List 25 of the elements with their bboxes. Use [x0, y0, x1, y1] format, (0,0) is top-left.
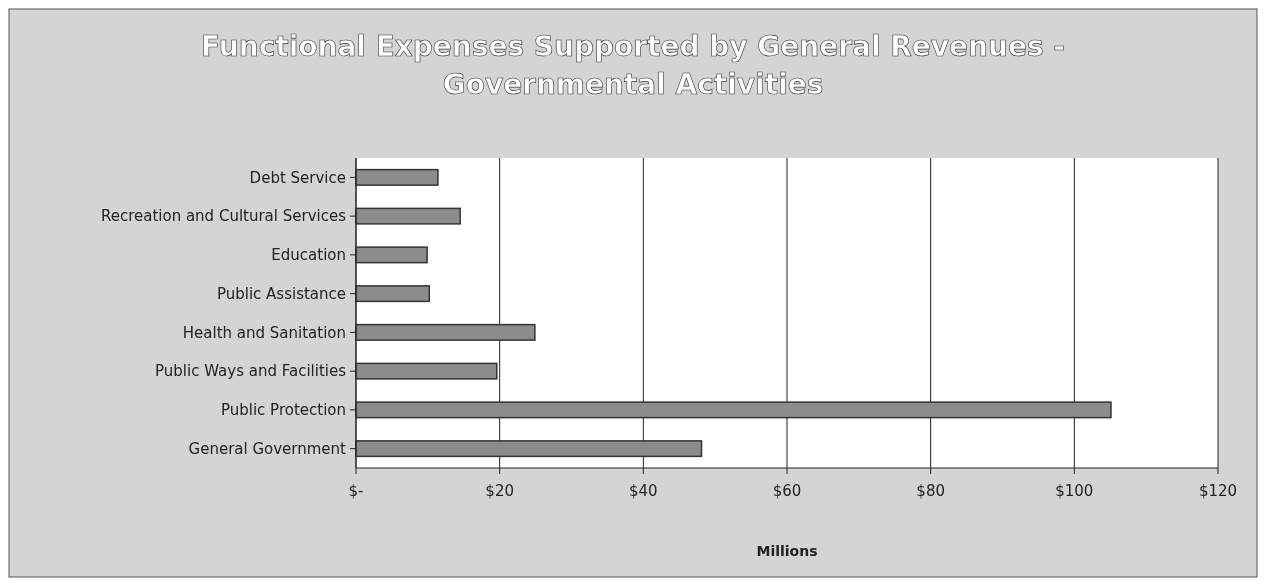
x-tick-label: $60 [772, 482, 802, 500]
bar [355, 207, 461, 225]
x-axis-title: Millions [756, 543, 818, 559]
chart-title: Functional Expenses Supported by General Revenues - Governmental Activities [201, 30, 1065, 101]
y-tick-label: Debt Service [249, 168, 346, 187]
bar [355, 168, 439, 186]
bar [355, 246, 428, 264]
y-tick-label: Education [271, 246, 346, 265]
y-tick-label: Recreation and Cultural Services [100, 207, 347, 226]
y-tick-label: General Government [188, 439, 347, 458]
x-tick-label: $40 [629, 482, 658, 500]
bar [355, 362, 498, 380]
y-tick-label: Public Ways and Facilities [155, 362, 347, 381]
x-tick-label: $100 [1055, 482, 1094, 500]
bar [355, 323, 536, 341]
bar [355, 401, 1112, 419]
y-tick-label: Public Protection [220, 401, 346, 420]
x-tick-label: $80 [916, 482, 945, 500]
x-tick-label: $- [348, 482, 364, 500]
y-tick-label: Health and Sanitation [182, 323, 346, 342]
bar [355, 285, 431, 303]
y-tick-label: Public Assistance [216, 284, 346, 303]
x-tick-label: $20 [485, 482, 514, 500]
bar [355, 440, 703, 458]
x-tick-label: $120 [1198, 482, 1238, 500]
